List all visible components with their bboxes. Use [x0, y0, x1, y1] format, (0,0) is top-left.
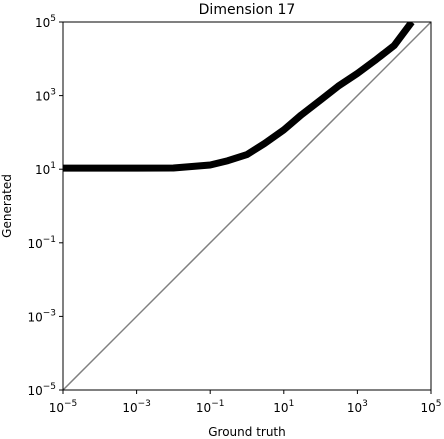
- x-tick-label: 103: [347, 399, 368, 415]
- x-tick-label: 105: [420, 399, 441, 415]
- series-line: [63, 22, 415, 172]
- series-line: [63, 22, 431, 390]
- x-tick-label: 10−1: [196, 399, 225, 415]
- y-tick-label: 10−5: [27, 382, 56, 398]
- y-tick-label: 10−3: [27, 308, 56, 324]
- y-axis-label: Generated: [0, 174, 14, 238]
- y-tick-label: 10−1: [27, 235, 56, 251]
- y-tick-label: 105: [35, 14, 56, 30]
- axes-frame: [62, 21, 432, 391]
- y-tick-label: 103: [35, 88, 56, 104]
- chart-title: Dimension 17: [199, 2, 296, 18]
- x-tick-label: 10−5: [49, 399, 78, 415]
- x-tick-label: 101: [273, 399, 294, 415]
- x-tick-label: 10−3: [122, 399, 151, 415]
- x-axis-label: Ground truth: [208, 425, 286, 439]
- plot-area: [63, 22, 431, 390]
- y-tick-label: 101: [35, 161, 56, 177]
